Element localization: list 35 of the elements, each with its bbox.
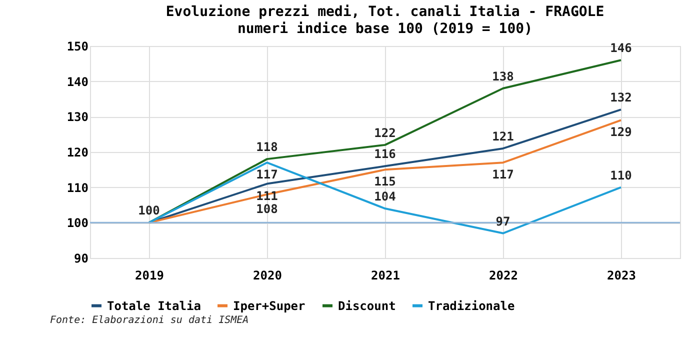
data-label: 97 <box>496 214 510 228</box>
chart-title: Evoluzione prezzi medi, Tot. canali Italia - FRAGOLE <box>166 4 604 20</box>
legend-label: Iper+Super <box>233 298 306 313</box>
data-label: 104 <box>374 190 396 204</box>
y-tick-label: 120 <box>66 146 88 160</box>
data-label: 117 <box>256 168 278 182</box>
y-tick-label: 100 <box>66 216 88 230</box>
data-label: 129 <box>610 125 632 140</box>
data-label: 132 <box>610 90 632 105</box>
legend-label: Totale Italia <box>107 298 201 313</box>
x-tick-label: 2023 <box>607 268 636 282</box>
data-label: 121 <box>492 129 514 144</box>
legend-label: Discount <box>338 298 396 313</box>
data-label: 122 <box>374 126 396 140</box>
data-label: 116 <box>374 147 396 162</box>
chart-subtitle: numeri indice base 100 (2019 = 100) <box>237 21 533 37</box>
y-tick-label: 110 <box>66 180 88 195</box>
data-label: 108 <box>256 202 278 216</box>
data-label: 118 <box>256 140 278 154</box>
legend-label: Tradizionale <box>428 298 515 313</box>
y-tick-label: 140 <box>66 74 88 89</box>
y-tick-label: 150 <box>66 40 88 54</box>
y-tick-label: 130 <box>66 110 88 124</box>
data-label: 100 <box>138 204 160 218</box>
data-label: 110 <box>610 168 632 182</box>
source-note: Fonte: Elaborazioni su dati ISMEA <box>50 315 249 326</box>
x-tick-label: 2022 <box>489 268 518 282</box>
data-label: 138 <box>492 69 514 84</box>
x-tick-label: 2019 <box>135 268 164 282</box>
y-tick-label: 90 <box>74 252 88 266</box>
x-tick-label: 2020 <box>253 268 282 282</box>
x-tick-label: 2021 <box>371 268 400 282</box>
data-label: 115 <box>374 174 396 189</box>
data-label: 117 <box>492 168 514 182</box>
data-label: 146 <box>610 41 632 56</box>
